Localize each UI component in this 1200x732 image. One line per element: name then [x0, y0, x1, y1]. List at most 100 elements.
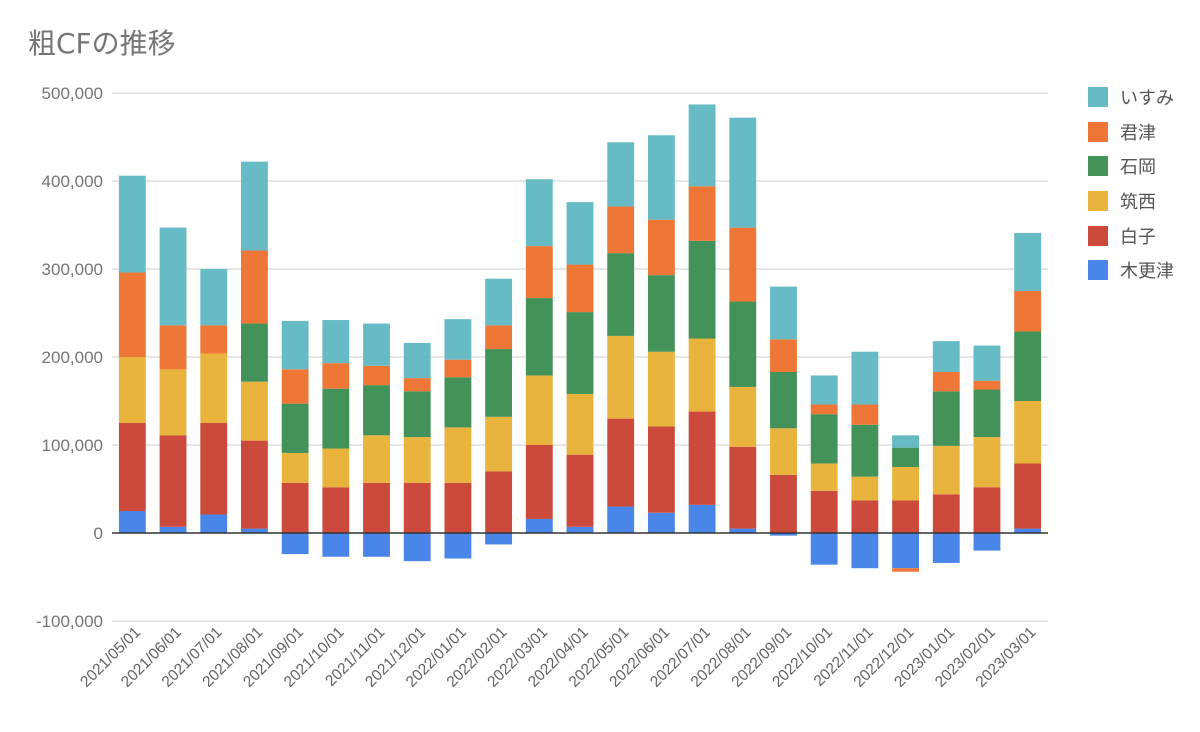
- bar-segment: [892, 533, 919, 569]
- bar-segment: [770, 371, 797, 429]
- bar-segment: [241, 323, 268, 382]
- bar-segment: [159, 435, 187, 527]
- bar-segment: [159, 227, 187, 326]
- bar-segment: [810, 375, 838, 405]
- bar-segment: [607, 206, 635, 254]
- bar-segment: [525, 445, 553, 519]
- bar-segment: [200, 325, 228, 354]
- bar-segment: [729, 386, 757, 447]
- bar-segment: [403, 482, 431, 533]
- bar-segment: [1014, 463, 1042, 529]
- legend-label: 木更津: [1120, 261, 1174, 283]
- bar-segment: [200, 269, 228, 326]
- legend-label: 石岡: [1120, 157, 1156, 179]
- legend-swatch: [1088, 87, 1108, 108]
- y-tick-label: 200,000: [42, 348, 103, 367]
- bar-segment: [932, 371, 960, 392]
- bar-segment: [566, 312, 594, 394]
- bar-segment: [892, 467, 919, 501]
- y-tick-label: 400,000: [42, 172, 103, 191]
- bar-segment: [566, 526, 594, 533]
- bar-segment: [851, 500, 879, 533]
- legend-item: 君津: [1088, 115, 1174, 150]
- legend: いすみ 君津 石岡 筑西 白子 木更津: [1088, 80, 1174, 288]
- bar-segment: [281, 533, 309, 555]
- bar-segment: [241, 528, 268, 533]
- bar-segment: [607, 142, 635, 207]
- bar-segment: [647, 351, 675, 427]
- bar-segment: [322, 388, 350, 449]
- bar-segment: [525, 179, 553, 247]
- bar-segment: [1014, 291, 1042, 332]
- bar-segment: [810, 463, 838, 491]
- bar-segment: [485, 325, 513, 350]
- bar-segment: [729, 301, 757, 387]
- bar-segment: [973, 345, 1001, 381]
- bar-segment: [647, 512, 675, 533]
- legend-swatch: [1088, 156, 1108, 177]
- bar-segment: [770, 339, 797, 372]
- bar-segment: [770, 474, 797, 533]
- bar-segment: [322, 487, 350, 533]
- bar-segment: [281, 452, 309, 483]
- bar-segment: [322, 363, 350, 389]
- bar-segment: [322, 533, 350, 557]
- bar-segment: [281, 403, 309, 453]
- bar-segment: [200, 514, 228, 533]
- bar-segment: [566, 454, 594, 527]
- bar-segment: [729, 117, 757, 228]
- legend-item: 白子: [1088, 218, 1174, 253]
- bar-segment: [485, 533, 513, 545]
- bar-segment: [241, 161, 268, 251]
- bar-segment: [810, 490, 838, 533]
- bar-segment: [892, 435, 919, 448]
- bar-segment: [973, 380, 1001, 390]
- bar-segment: [485, 278, 513, 326]
- x-axis-labels: 2021/05/012021/06/012021/07/012021/08/01…: [77, 624, 1039, 691]
- bar-segment: [444, 359, 472, 378]
- bar-segment: [932, 533, 960, 563]
- bar-segment: [566, 264, 594, 313]
- bar-segment: [444, 377, 472, 428]
- bar-segment: [688, 504, 716, 533]
- legend-item: 木更津: [1088, 253, 1174, 288]
- bar-segment: [525, 298, 553, 376]
- bar-segment: [973, 487, 1001, 533]
- bar-segment: [770, 533, 797, 536]
- bar-segment: [973, 389, 1001, 438]
- bar-segment: [403, 378, 431, 392]
- y-tick-label: 0: [94, 524, 103, 543]
- legend-label: 筑西: [1120, 192, 1156, 214]
- bar-segment: [1014, 331, 1042, 401]
- bar-segment: [363, 385, 390, 436]
- bar-segment: [973, 533, 1001, 551]
- bar-segment: [688, 104, 716, 187]
- bar-segment: [485, 349, 513, 417]
- bar-segment: [159, 369, 187, 436]
- y-tick-label: -100,000: [36, 612, 103, 631]
- bar-segment: [851, 404, 879, 425]
- chart-title: 粗CFの推移: [28, 27, 176, 60]
- bar-segment: [403, 533, 431, 562]
- bar-segment: [851, 476, 879, 501]
- bar-segment: [851, 533, 879, 569]
- bar-segment: [485, 471, 513, 533]
- bar-segment: [363, 435, 390, 483]
- legend-item: 筑西: [1088, 184, 1174, 219]
- bar-segment: [241, 440, 268, 529]
- bar-segment: [444, 319, 472, 360]
- bar-segment: [444, 427, 472, 483]
- bar-segment: [322, 320, 350, 364]
- bar-segment: [688, 411, 716, 505]
- bar-segment: [851, 424, 879, 477]
- bar-segment: [810, 414, 838, 464]
- y-tick-label: 500,000: [42, 84, 103, 103]
- bar-segment: [200, 353, 228, 423]
- legend-swatch: [1088, 121, 1108, 142]
- bar-segment: [647, 135, 675, 220]
- bar-segment: [1014, 401, 1042, 464]
- bar-segment: [607, 253, 635, 336]
- legend-swatch: [1088, 191, 1108, 212]
- bar-segment: [159, 325, 187, 370]
